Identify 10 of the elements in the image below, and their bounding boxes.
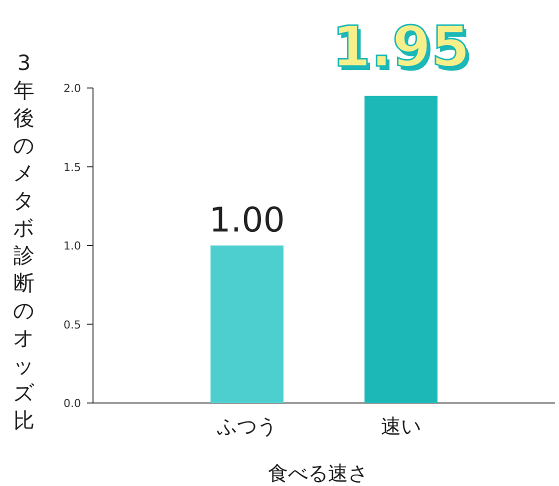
data-label: 1.00 <box>209 200 285 240</box>
text: 3年後のメタボ診断のオッズ比 <box>13 51 35 432</box>
y-tick-label: 1.0 <box>64 240 81 252</box>
y-tick-label: 1.5 <box>64 160 81 174</box>
x-tick-label: 速い <box>381 414 421 438</box>
x-axis-title: 食べる速さ <box>268 461 368 485</box>
x-tick-label: ふつう <box>216 414 277 438</box>
y-tick-label: 0.5 <box>64 318 81 332</box>
y-tick-label: 2.0 <box>64 82 81 95</box>
y-tick-label: 0.0 <box>64 397 81 410</box>
